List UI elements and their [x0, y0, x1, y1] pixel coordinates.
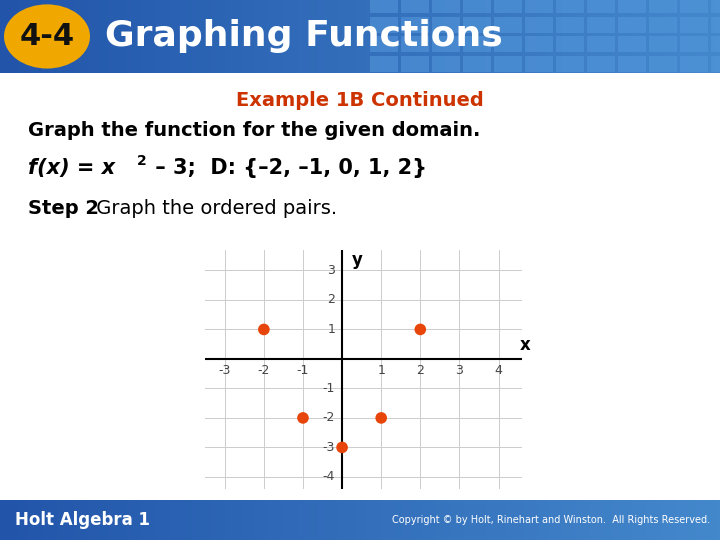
- Text: 1: 1: [327, 323, 335, 336]
- Bar: [370, 0, 398, 13]
- Bar: [649, 36, 677, 52]
- Bar: [680, 17, 708, 33]
- Text: Graphing Functions: Graphing Functions: [105, 19, 503, 53]
- Bar: [618, 0, 646, 13]
- Bar: [494, 17, 522, 33]
- Text: -2: -2: [258, 364, 270, 377]
- Bar: [618, 17, 646, 33]
- Text: -1: -1: [297, 364, 309, 377]
- Bar: [711, 17, 720, 33]
- Point: [375, 414, 387, 422]
- Bar: [556, 36, 584, 52]
- Bar: [432, 56, 460, 72]
- Bar: [525, 17, 553, 33]
- Bar: [401, 0, 429, 13]
- Bar: [370, 17, 398, 33]
- Text: f(x) = x: f(x) = x: [28, 158, 115, 178]
- Point: [258, 325, 269, 334]
- Bar: [525, 36, 553, 52]
- Bar: [649, 17, 677, 33]
- Text: Graph the function for the given domain.: Graph the function for the given domain.: [28, 122, 480, 140]
- Text: Graph the ordered pairs.: Graph the ordered pairs.: [90, 199, 337, 218]
- Bar: [463, 0, 491, 13]
- Bar: [525, 56, 553, 72]
- Point: [336, 443, 348, 452]
- Point: [415, 325, 426, 334]
- Bar: [711, 56, 720, 72]
- Text: -4: -4: [323, 470, 335, 483]
- Text: x: x: [520, 336, 531, 354]
- Bar: [401, 17, 429, 33]
- Bar: [494, 0, 522, 13]
- Ellipse shape: [4, 4, 90, 69]
- Text: -1: -1: [323, 382, 335, 395]
- Bar: [463, 17, 491, 33]
- Bar: [649, 0, 677, 13]
- Text: 4-4: 4-4: [19, 22, 75, 51]
- Text: Example 1B Continued: Example 1B Continued: [236, 91, 484, 110]
- Text: -3: -3: [323, 441, 335, 454]
- Bar: [401, 56, 429, 72]
- Bar: [401, 36, 429, 52]
- Bar: [494, 56, 522, 72]
- Text: 3: 3: [327, 264, 335, 277]
- Bar: [587, 36, 615, 52]
- Text: Step 2: Step 2: [28, 199, 99, 218]
- Bar: [525, 0, 553, 13]
- Bar: [680, 56, 708, 72]
- Text: 4: 4: [495, 364, 503, 377]
- Text: 2: 2: [327, 293, 335, 306]
- Bar: [649, 56, 677, 72]
- Bar: [432, 36, 460, 52]
- Bar: [680, 0, 708, 13]
- Bar: [556, 0, 584, 13]
- Bar: [587, 0, 615, 13]
- Bar: [432, 0, 460, 13]
- Text: 2: 2: [416, 364, 424, 377]
- Text: – 3;  D: {–2, –1, 0, 1, 2}: – 3; D: {–2, –1, 0, 1, 2}: [148, 158, 427, 178]
- Bar: [680, 36, 708, 52]
- Bar: [494, 36, 522, 52]
- Bar: [587, 17, 615, 33]
- Bar: [463, 36, 491, 52]
- Text: 1: 1: [377, 364, 385, 377]
- Bar: [711, 0, 720, 13]
- Text: -3: -3: [219, 364, 231, 377]
- Bar: [432, 17, 460, 33]
- Bar: [370, 56, 398, 72]
- Point: [297, 414, 309, 422]
- Bar: [618, 36, 646, 52]
- Text: y: y: [352, 251, 363, 269]
- Text: 3: 3: [456, 364, 464, 377]
- Bar: [711, 36, 720, 52]
- Bar: [587, 56, 615, 72]
- Text: -2: -2: [323, 411, 335, 424]
- Bar: [556, 56, 584, 72]
- Text: 2: 2: [137, 154, 147, 168]
- Bar: [556, 17, 584, 33]
- Text: Holt Algebra 1: Holt Algebra 1: [15, 511, 150, 529]
- Text: Copyright © by Holt, Rinehart and Winston.  All Rights Reserved.: Copyright © by Holt, Rinehart and Winsto…: [392, 515, 710, 525]
- Bar: [463, 56, 491, 72]
- Bar: [370, 36, 398, 52]
- Bar: [618, 56, 646, 72]
